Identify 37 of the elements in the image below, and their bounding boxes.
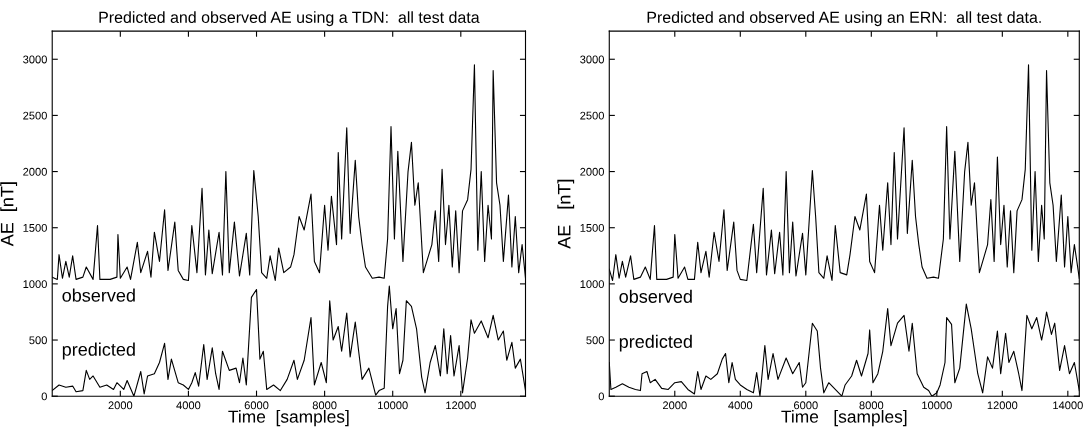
series-label: observed bbox=[619, 289, 692, 303]
y-tick-label: 1000 bbox=[23, 280, 47, 289]
x-tick-label: 12000 bbox=[446, 401, 476, 410]
y-tick-label: 0 bbox=[598, 392, 604, 401]
x-tick-label: 2000 bbox=[662, 401, 687, 410]
x-tick-label: 10000 bbox=[922, 401, 952, 410]
y-axis-title: AE [nT] bbox=[0, 182, 18, 247]
y-tick-label: 2000 bbox=[580, 167, 604, 176]
x-tick-label: 8000 bbox=[312, 401, 337, 410]
x-tick-label: 14000 bbox=[1053, 401, 1083, 410]
series-label: observed bbox=[62, 288, 135, 302]
y-tick-label: 2500 bbox=[23, 111, 47, 120]
series-label: predicted bbox=[62, 342, 135, 360]
y-tick-label: 2500 bbox=[580, 111, 604, 120]
y-tick-label: 3000 bbox=[23, 55, 47, 64]
x-tick-label: 4000 bbox=[176, 401, 201, 410]
x-tick-label: 12000 bbox=[987, 401, 1018, 410]
y-tick-label: 500 bbox=[29, 336, 47, 345]
y-tick-label: 1500 bbox=[23, 223, 47, 232]
x-tick-label: 2000 bbox=[108, 401, 133, 410]
series-label: predicted bbox=[619, 334, 692, 352]
x-axis-title: Time [samples] bbox=[781, 410, 907, 427]
y-axis-title: AE [nT] bbox=[557, 179, 575, 249]
x-tick-label: 10000 bbox=[378, 401, 408, 410]
y-tick-label: 1000 bbox=[580, 280, 604, 289]
y-tick-label: 1500 bbox=[580, 223, 604, 232]
y-tick-label: 3000 bbox=[580, 55, 604, 64]
y-tick-label: 500 bbox=[586, 336, 604, 345]
x-tick-label: 8000 bbox=[859, 401, 884, 410]
y-tick-label: 0 bbox=[41, 392, 47, 401]
x-tick-label: 6000 bbox=[244, 401, 269, 410]
x-tick-label: 4000 bbox=[728, 401, 753, 410]
x-axis-title: Time [samples] bbox=[228, 410, 349, 427]
chart-title: Predicted and observed AE using a TDN: all test data bbox=[99, 11, 480, 27]
y-tick-label: 2000 bbox=[23, 167, 47, 176]
x-tick-label: 6000 bbox=[794, 401, 818, 410]
chart-title: Predicted and observed AE using an ERN: all test data. bbox=[647, 11, 1041, 27]
